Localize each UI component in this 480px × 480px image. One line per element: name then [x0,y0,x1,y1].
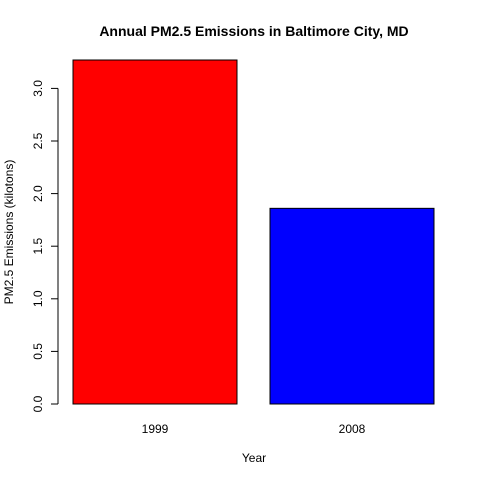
x-tick-labels: 1999 2008 [142,422,366,436]
y-tick-label-0.5: 0.5 [31,343,45,360]
x-tick-label-1999: 1999 [142,422,169,436]
y-tick-label-0.0: 0.0 [31,395,45,412]
x-axis-label: Year [242,451,266,465]
chart-title: Annual PM2.5 Emissions in Baltimore City… [99,23,408,39]
bars-group [72,59,435,405]
y-tick-label-3.0: 3.0 [31,80,45,97]
x-tick-label-2008: 2008 [339,422,366,436]
y-tick-label-2.5: 2.5 [31,132,45,149]
y-axis: 0.0 0.5 1.0 1.5 2.0 2.5 3.0 [31,80,59,412]
y-tick-label-2.0: 2.0 [31,185,45,202]
bar-1999 [72,59,238,405]
bar-2008 [269,207,435,405]
y-tick-label-1.5: 1.5 [31,238,45,255]
y-tick-label-1.0: 1.0 [31,290,45,307]
y-axis-label: PM2.5 Emissions (kilotons) [2,160,16,305]
